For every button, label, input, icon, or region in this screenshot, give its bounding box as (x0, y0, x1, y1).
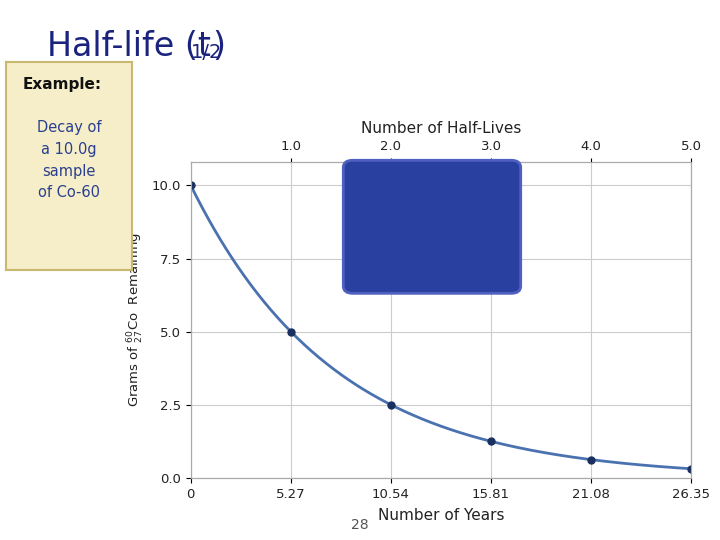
FancyBboxPatch shape (343, 160, 521, 293)
Text: 27: 27 (384, 225, 410, 244)
Text: Half-life (t: Half-life (t (47, 30, 211, 63)
Text: Co: Co (422, 192, 490, 238)
X-axis label: Number of Half-Lives: Number of Half-Lives (361, 121, 521, 136)
Y-axis label: Grams of $^{60}_{27}$Co  Remaining: Grams of $^{60}_{27}$Co Remaining (126, 233, 146, 407)
Text: 60: 60 (384, 189, 410, 208)
Text: ): ) (212, 30, 225, 63)
X-axis label: Number of Years: Number of Years (378, 508, 504, 523)
Text: Decay of
a 10.0g
sample
of Co-60: Decay of a 10.0g sample of Co-60 (37, 120, 101, 200)
Text: 1/2: 1/2 (191, 43, 222, 62)
Text: Example:: Example: (22, 77, 102, 92)
Text: 28: 28 (351, 518, 369, 532)
